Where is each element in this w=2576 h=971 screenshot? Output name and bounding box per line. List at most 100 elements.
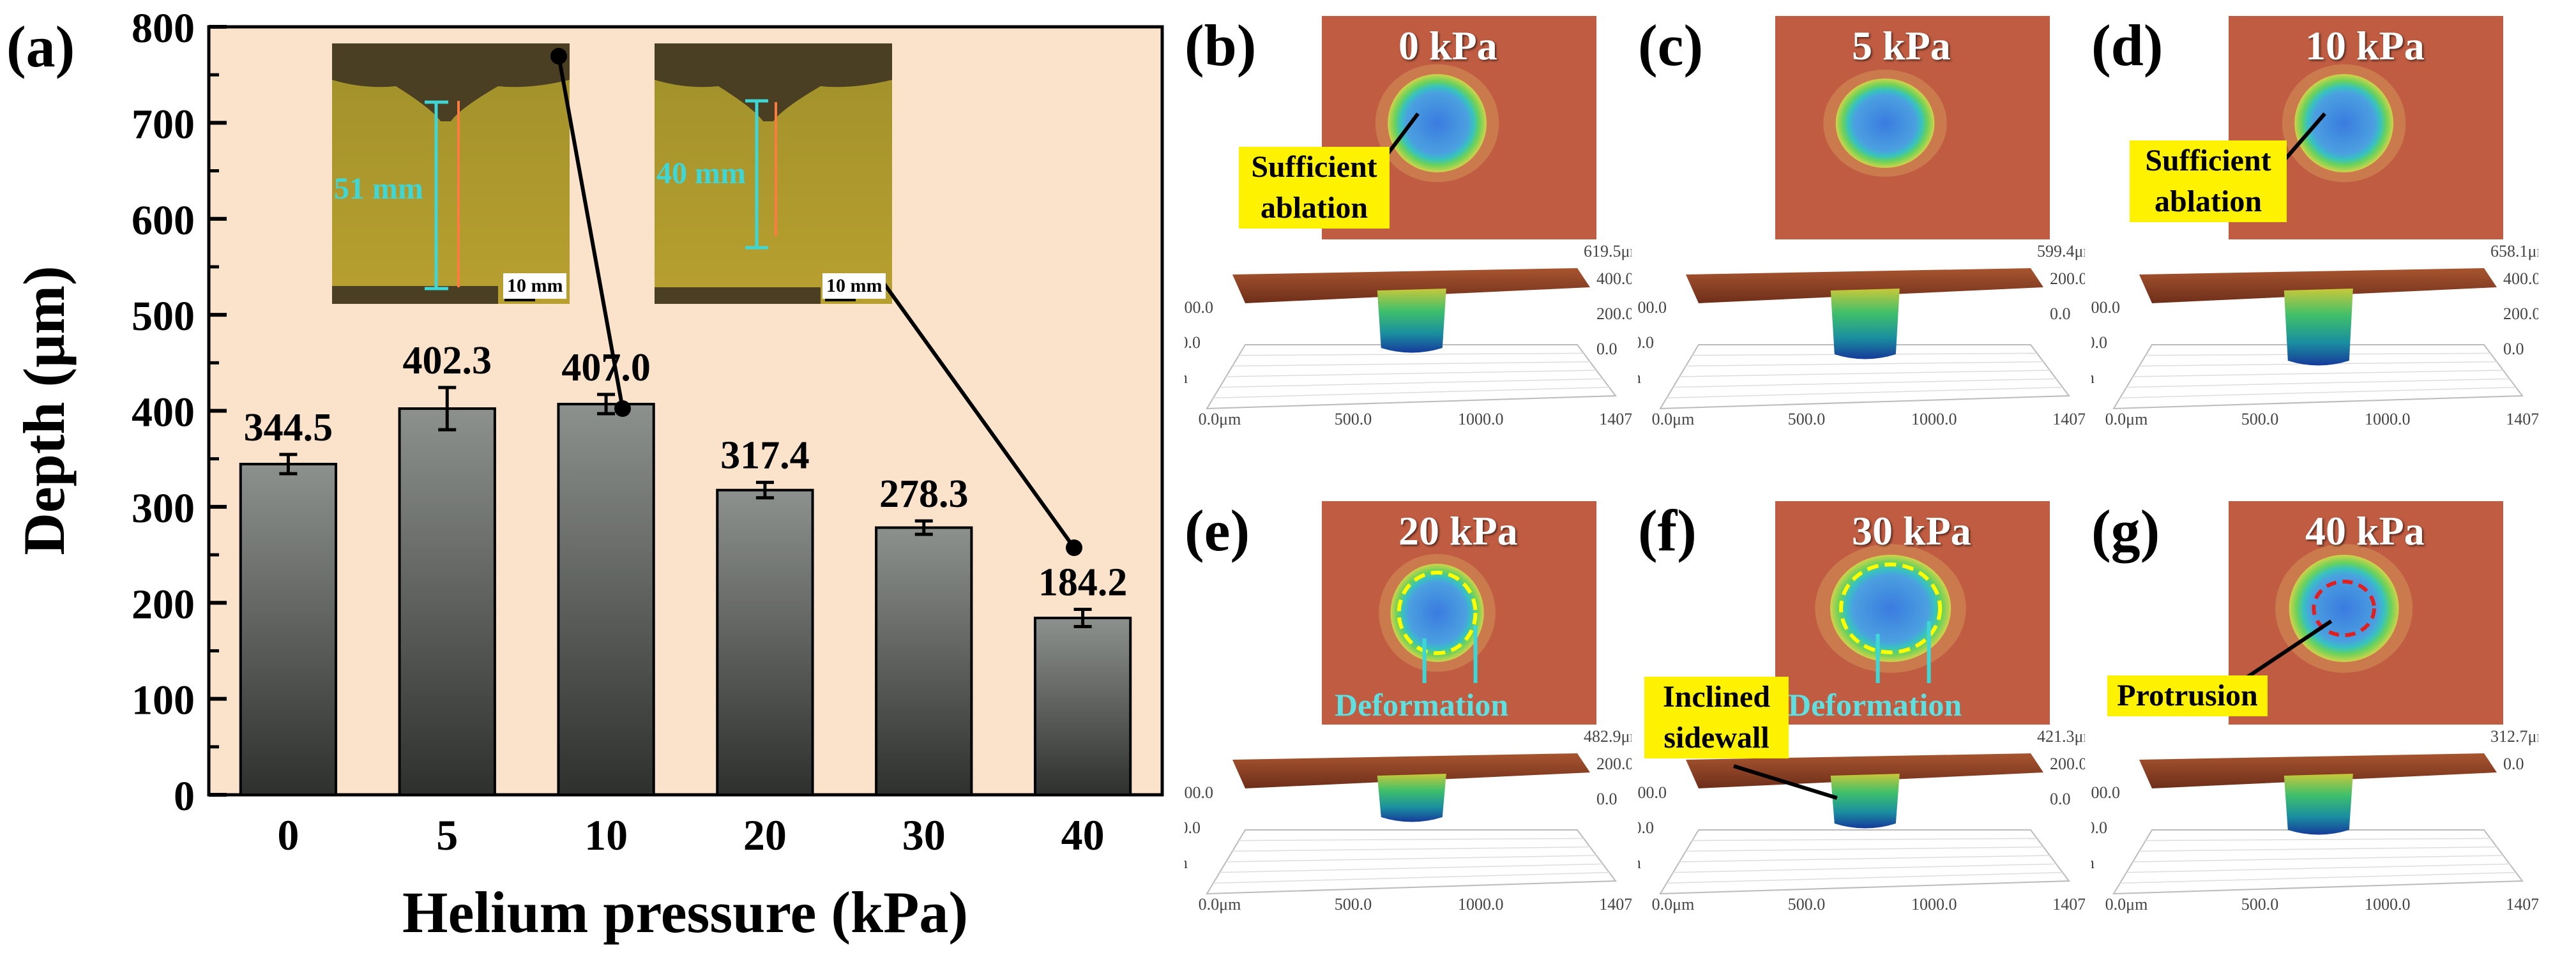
z-axis-label: 0.0 bbox=[2503, 755, 2524, 773]
max-depth-label: 658.1μm bbox=[2490, 242, 2538, 260]
x-axis-label: 500.0 bbox=[1788, 895, 1826, 914]
value-label: 278.3 bbox=[879, 472, 969, 516]
x-axis-label: 0.0μm bbox=[1652, 410, 1695, 428]
x-axis-label: 0.0μm bbox=[2105, 895, 2148, 914]
value-label: 402.3 bbox=[403, 339, 492, 382]
connector-dot bbox=[1066, 539, 1082, 556]
ablation-crater bbox=[1390, 564, 1484, 662]
y-axis-label: 1000.0 bbox=[1185, 298, 1213, 317]
x-axis-label: 500.0 bbox=[1335, 895, 1372, 914]
panel-label-g: (g) bbox=[2091, 498, 2160, 563]
z-axis-label: 200.0 bbox=[2050, 269, 2085, 288]
inset-photo-2 bbox=[655, 43, 892, 304]
x-axis-label: Helium pressure (kPa) bbox=[402, 880, 968, 945]
x-axis-label: 500.0 bbox=[1335, 410, 1372, 428]
x-axis-label: 1000.0 bbox=[1458, 895, 1504, 914]
y-axis-label: 0.0μm bbox=[2091, 854, 2095, 872]
z-axis-label: 200.0 bbox=[1596, 755, 1632, 773]
x-axis-label: 1407.8 bbox=[1599, 410, 1632, 428]
y-tick-label: 700 bbox=[132, 101, 195, 147]
z-axis-label: 0.0 bbox=[2050, 305, 2071, 323]
x-axis-label: 500.0 bbox=[2241, 410, 2279, 428]
protrusion-outline bbox=[2312, 580, 2376, 637]
y-tick-label: 600 bbox=[132, 197, 195, 244]
x-axis-label: 1407.8 bbox=[2052, 895, 2085, 914]
panel-label-a: (a) bbox=[6, 14, 75, 79]
bar bbox=[239, 462, 338, 796]
bar bbox=[716, 488, 814, 797]
y-tick-label: 400 bbox=[132, 389, 195, 436]
y-tick-label: 500 bbox=[132, 293, 195, 340]
z-axis-label: 0.0 bbox=[1596, 790, 1618, 808]
ablation-pit bbox=[1377, 289, 1446, 353]
z-axis-label: 400.0 bbox=[1596, 269, 1632, 288]
y-axis-label: 1000.0 bbox=[2091, 298, 2120, 317]
connector-dot bbox=[614, 400, 631, 417]
y-axis-label: 0.0μm bbox=[2091, 368, 2095, 387]
bar bbox=[398, 407, 496, 796]
y-axis-label: 500.0 bbox=[1185, 333, 1201, 352]
y-tick-label: 300 bbox=[132, 485, 195, 532]
max-depth-label: 312.7μm bbox=[2490, 727, 2538, 746]
y-axis-label: 500.0 bbox=[1638, 333, 1654, 352]
panel-label-d: (d) bbox=[2091, 13, 2163, 78]
surface-profile bbox=[1686, 268, 2043, 303]
y-axis-label: 1000.0 bbox=[1638, 783, 1667, 802]
y-axis-label: 1000.0 bbox=[2091, 783, 2120, 802]
pressure-label: 10 kPa bbox=[2305, 23, 2425, 68]
z-axis-label: 400.0 bbox=[2503, 269, 2538, 288]
value-label: 317.4 bbox=[720, 434, 810, 478]
ablation-pit bbox=[1830, 774, 1900, 829]
x-axis-label: 0.0μm bbox=[1652, 895, 1695, 914]
y-axis-label: 0.0μm bbox=[1185, 368, 1188, 387]
annotation-sufficient-ablation: Sufficient ablation bbox=[2130, 140, 2287, 222]
z-axis-label: 200.0 bbox=[2503, 305, 2538, 323]
inset-1-scale: 10 mm bbox=[503, 273, 567, 299]
connector-dot bbox=[550, 48, 567, 64]
y-tick-label: 800 bbox=[132, 5, 195, 52]
surface-profile bbox=[1232, 268, 1590, 303]
pressure-label: 5 kPa bbox=[1852, 23, 1951, 68]
micro-panel-b: (b) 619.5μm 400.0 200.0 0.0 1000.0 500.0 0.0μm 0… bbox=[1185, 0, 1632, 485]
y-axis-label: 1000.0 bbox=[1185, 783, 1213, 802]
pressure-label: 40 kPa bbox=[2305, 508, 2425, 553]
x-tick-label: 0 bbox=[277, 811, 299, 859]
panel-label-e: (e) bbox=[1185, 498, 1250, 563]
x-axis-label: 500.0 bbox=[2241, 895, 2279, 914]
ablation-crater bbox=[2294, 74, 2393, 172]
surface-profile bbox=[1232, 753, 1590, 788]
y-tick-label: 100 bbox=[132, 677, 195, 724]
ablation-pit bbox=[2284, 289, 2353, 366]
y-axis-label: Depth (μm) bbox=[11, 266, 77, 555]
x-tick-label: 5 bbox=[436, 811, 458, 859]
y-axis-label: 0.0μm bbox=[1638, 854, 1641, 872]
bar bbox=[557, 402, 655, 796]
annotation-sufficient-ablation: Sufficient ablation bbox=[1239, 147, 1390, 229]
x-axis-label: 1407.8 bbox=[2506, 410, 2538, 428]
x-axis-label: 1000.0 bbox=[2365, 410, 2411, 428]
connector-line-40kpa bbox=[883, 283, 1076, 549]
ablation-crater bbox=[1388, 74, 1487, 172]
annotation-deformation: Deformation bbox=[1788, 687, 1962, 723]
x-axis-label: 500.0 bbox=[1788, 410, 1826, 428]
annotation-arrow bbox=[2237, 619, 2333, 685]
max-depth-label: 421.3μm bbox=[2037, 727, 2085, 746]
y-tick-label: 200 bbox=[132, 581, 195, 628]
z-axis-label: 0.0 bbox=[2050, 790, 2071, 808]
ablation-crater bbox=[1835, 79, 1935, 168]
micro-panel-g: (g) 312.7μm 0.0 1000.0 500.0 0.0μm 0.0μm 500.0 1… bbox=[2091, 485, 2538, 970]
x-tick-label: 30 bbox=[902, 811, 946, 859]
bar bbox=[875, 526, 973, 796]
inset-photo-1 bbox=[332, 43, 570, 304]
deformation-outline bbox=[1397, 570, 1478, 656]
micro-panel-f: (f) 421.3μm 200.0 0.0 1000.0 500.0 0.0μm 0.0μm 5… bbox=[1638, 485, 2085, 970]
y-axis-label: 500.0 bbox=[1185, 818, 1201, 837]
micro-panel-e: (e) 482.9μm 200.0 0.0 1000.0 500.0 0.0μm 0.0μm 5… bbox=[1185, 485, 1632, 970]
inset-2-length: 40 mm bbox=[656, 156, 746, 190]
value-label: 407.0 bbox=[561, 346, 651, 389]
pressure-label: 30 kPa bbox=[1852, 508, 1971, 553]
annotation-arrow bbox=[1733, 764, 1838, 800]
deformation-outline bbox=[1839, 562, 1943, 654]
ablation-pit bbox=[1377, 774, 1446, 822]
z-axis-label: 0.0 bbox=[2503, 340, 2524, 358]
